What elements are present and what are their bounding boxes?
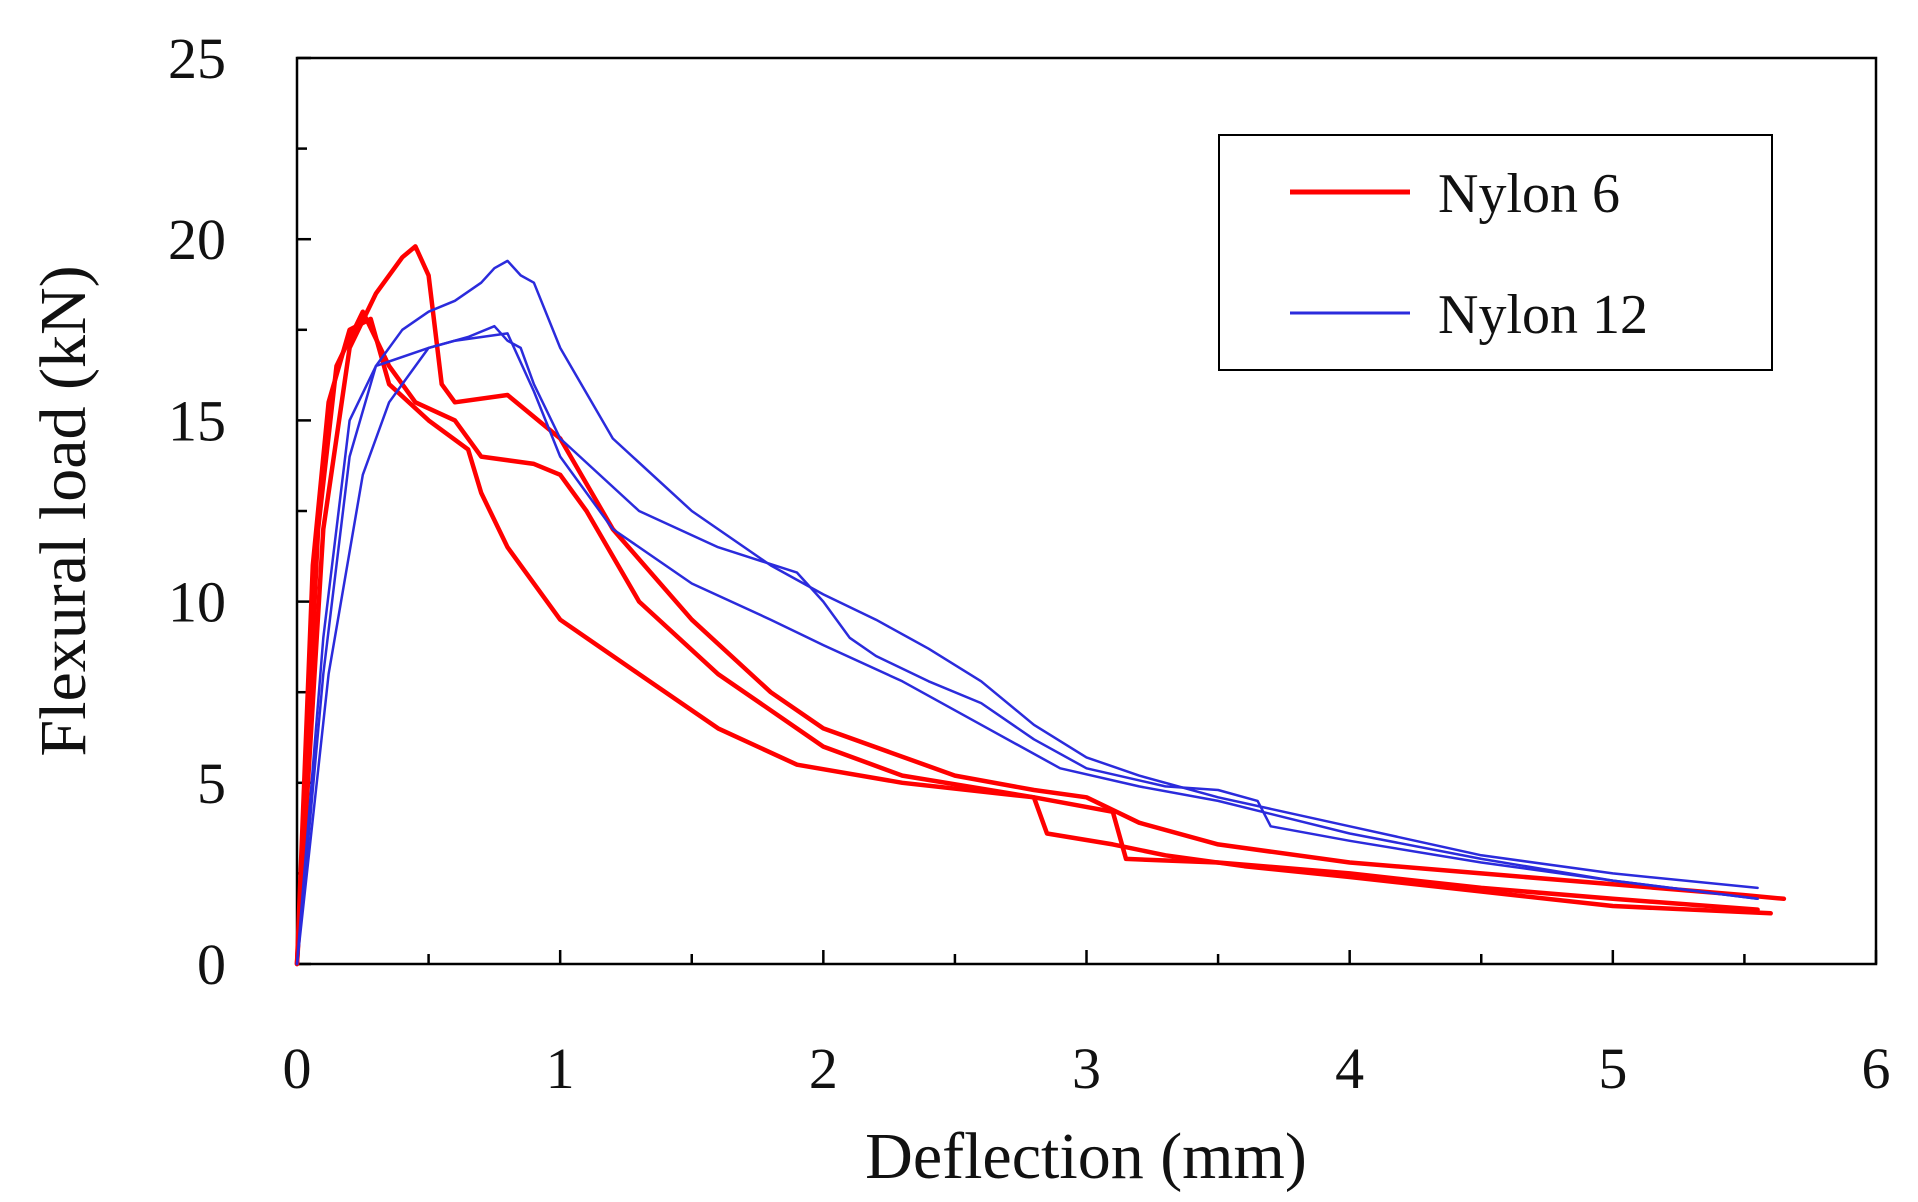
axis-tick-labels: 0 1 2 3 4 5 6 0 5 10 15 20 25 bbox=[168, 26, 1891, 1101]
legend-label-nylon-6: Nylon 6 bbox=[1438, 163, 1620, 225]
series-line-nylon-6-1 bbox=[294, 244, 1787, 967]
series-line-nylon-6-2 bbox=[294, 309, 1773, 967]
x-tick-label: 2 bbox=[809, 1036, 838, 1101]
x-tick-label: 4 bbox=[1335, 1036, 1364, 1101]
x-axis-title: Deflection (mm) bbox=[865, 1120, 1307, 1193]
x-tick-label: 6 bbox=[1862, 1036, 1891, 1101]
y-tick-label: 25 bbox=[168, 26, 226, 91]
y-tick-label: 5 bbox=[197, 751, 226, 816]
x-tick-label: 5 bbox=[1598, 1036, 1627, 1101]
legend: Nylon 6 Nylon 12 bbox=[1218, 134, 1773, 371]
y-tick-label: 0 bbox=[197, 932, 226, 997]
data-series bbox=[294, 244, 1787, 967]
series-line-nylon-6-3 bbox=[294, 316, 1760, 967]
legend-label-nylon-12: Nylon 12 bbox=[1438, 284, 1648, 346]
y-tick-label: 20 bbox=[168, 207, 226, 272]
series-line-nylon-12-6 bbox=[295, 332, 1759, 966]
y-tick-label: 15 bbox=[168, 388, 226, 453]
x-tick-label: 3 bbox=[1072, 1036, 1101, 1101]
x-tick-label: 0 bbox=[283, 1036, 312, 1101]
y-axis-title: Flexural load (kN) bbox=[27, 265, 100, 756]
legend-box bbox=[1218, 134, 1773, 371]
y-tick-label: 10 bbox=[168, 570, 226, 635]
axis-ticks bbox=[295, 56, 1878, 966]
x-tick-label: 1 bbox=[546, 1036, 575, 1101]
